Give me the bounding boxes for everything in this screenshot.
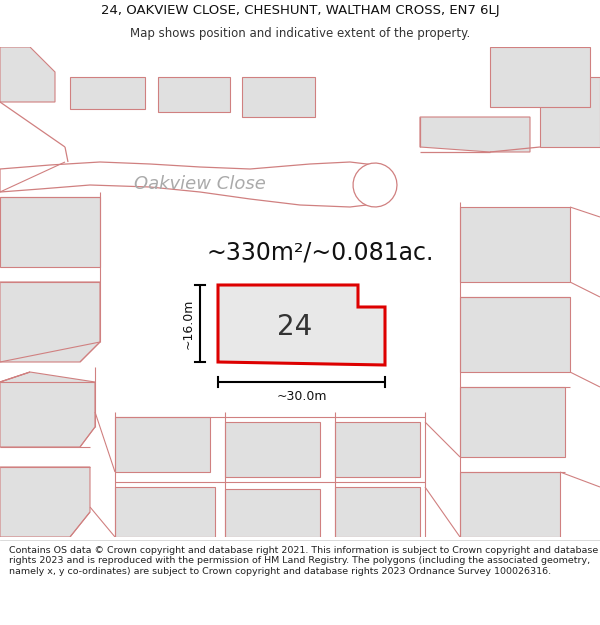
Polygon shape bbox=[0, 47, 55, 102]
Polygon shape bbox=[0, 372, 95, 447]
Polygon shape bbox=[420, 117, 530, 152]
Polygon shape bbox=[0, 162, 385, 207]
Text: 24: 24 bbox=[277, 313, 313, 341]
Text: ~16.0m: ~16.0m bbox=[182, 298, 195, 349]
Text: Oakview Close: Oakview Close bbox=[134, 175, 266, 193]
Polygon shape bbox=[0, 197, 100, 267]
Text: Map shows position and indicative extent of the property.: Map shows position and indicative extent… bbox=[130, 28, 470, 41]
Polygon shape bbox=[460, 387, 565, 457]
Polygon shape bbox=[225, 422, 320, 477]
Text: 24, OAKVIEW CLOSE, CHESHUNT, WALTHAM CROSS, EN7 6LJ: 24, OAKVIEW CLOSE, CHESHUNT, WALTHAM CRO… bbox=[101, 4, 499, 17]
Polygon shape bbox=[460, 297, 570, 372]
Polygon shape bbox=[335, 487, 420, 537]
Polygon shape bbox=[158, 77, 230, 112]
Polygon shape bbox=[70, 77, 145, 109]
Polygon shape bbox=[335, 422, 420, 477]
Polygon shape bbox=[540, 77, 600, 147]
Polygon shape bbox=[115, 417, 210, 472]
Polygon shape bbox=[460, 207, 570, 282]
Polygon shape bbox=[0, 467, 90, 537]
Polygon shape bbox=[0, 282, 100, 362]
Text: Contains OS data © Crown copyright and database right 2021. This information is : Contains OS data © Crown copyright and d… bbox=[9, 546, 598, 576]
Polygon shape bbox=[218, 285, 385, 365]
Text: ~30.0m: ~30.0m bbox=[276, 390, 327, 403]
Polygon shape bbox=[490, 47, 590, 107]
Polygon shape bbox=[242, 77, 315, 117]
Polygon shape bbox=[225, 489, 320, 537]
Text: ~330m²/~0.081ac.: ~330m²/~0.081ac. bbox=[206, 241, 434, 265]
Polygon shape bbox=[460, 472, 560, 537]
Polygon shape bbox=[353, 163, 397, 207]
Polygon shape bbox=[115, 487, 215, 537]
